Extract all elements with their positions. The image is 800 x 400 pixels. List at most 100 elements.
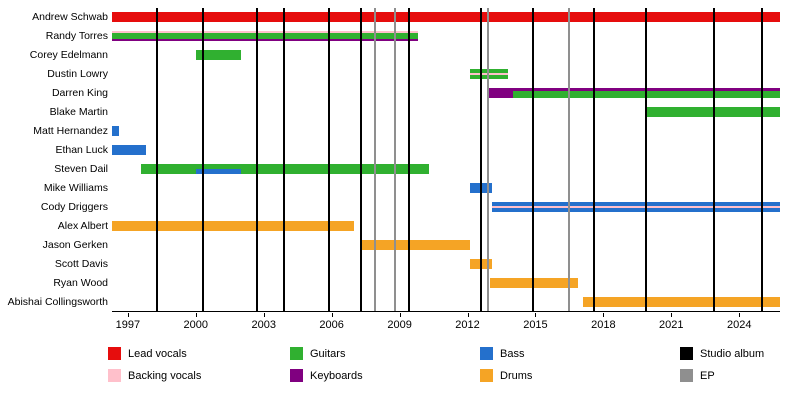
studio-album-line bbox=[360, 8, 363, 311]
x-tick-label: 2015 bbox=[523, 319, 548, 331]
member-label: Darren King bbox=[51, 87, 108, 99]
ep-line bbox=[486, 8, 489, 311]
legend-label: Drums bbox=[500, 369, 533, 382]
legend-column: Guitars Keyboards bbox=[290, 347, 363, 382]
lead-vocals-stripe bbox=[112, 12, 780, 22]
x-tick bbox=[671, 313, 673, 317]
plot-area bbox=[112, 8, 780, 312]
timeline-bar bbox=[112, 221, 355, 231]
x-tick-label: 2018 bbox=[591, 319, 616, 331]
x-tick-label: 2006 bbox=[319, 319, 344, 331]
legend-label: Guitars bbox=[310, 347, 346, 360]
drums-stripe bbox=[582, 297, 780, 307]
x-tick-label: 2009 bbox=[387, 319, 412, 331]
legend-item: Drums bbox=[480, 369, 532, 382]
studio-album-line bbox=[760, 8, 763, 311]
bass-stripe bbox=[112, 145, 146, 155]
member-label: Steven Dail bbox=[54, 163, 108, 175]
studio-album-line bbox=[713, 8, 716, 311]
keyboards-stripe bbox=[487, 88, 513, 98]
keyboards-swatch bbox=[290, 369, 303, 382]
timeline-bar bbox=[195, 164, 242, 174]
keyboards-stripe bbox=[112, 39, 418, 41]
guitars-stripe bbox=[141, 164, 196, 174]
studio-album-line bbox=[255, 8, 258, 311]
x-tick-label: 2024 bbox=[726, 319, 752, 331]
timeline-bar bbox=[141, 164, 196, 174]
legend: Lead vocals Backing vocals Guitars Keyboard… bbox=[0, 347, 800, 397]
member-label: Ryan Wood bbox=[53, 277, 108, 289]
studio-album-line bbox=[593, 8, 596, 311]
timeline-bar bbox=[112, 145, 146, 155]
timeline-bar bbox=[241, 164, 429, 174]
timeline-bar bbox=[112, 31, 418, 41]
backing-vocals-stripe bbox=[492, 206, 780, 208]
timeline-bar bbox=[490, 278, 579, 288]
member-label: Cody Driggers bbox=[40, 201, 108, 213]
legend-label: Lead vocals bbox=[128, 347, 187, 360]
guitars-stripe bbox=[112, 33, 418, 39]
timeline-bar bbox=[112, 126, 119, 136]
guitars-stripe bbox=[469, 75, 509, 79]
legend-label: Bass bbox=[500, 347, 525, 360]
legend-column: Studio album EP bbox=[680, 347, 764, 382]
x-tick bbox=[127, 313, 129, 317]
legend-item: EP bbox=[680, 369, 764, 382]
legend-item: Guitars bbox=[290, 347, 363, 360]
member-label: Ethan Luck bbox=[55, 144, 108, 156]
x-tick-label: 1997 bbox=[115, 319, 141, 331]
bass-stripe bbox=[112, 126, 119, 136]
legend-item: Keyboards bbox=[290, 369, 363, 382]
x-tick bbox=[399, 313, 401, 317]
studio-album-line bbox=[283, 8, 286, 311]
legend-label: Keyboards bbox=[310, 369, 363, 382]
studio-album-line bbox=[532, 8, 535, 311]
timeline-bar bbox=[112, 12, 780, 22]
x-tick-label: 2021 bbox=[659, 319, 684, 331]
member-label: Alex Albert bbox=[57, 220, 108, 232]
legend-item: Backing vocals bbox=[108, 369, 201, 382]
timeline-bar bbox=[469, 69, 509, 79]
x-tick-label: 2012 bbox=[455, 319, 480, 331]
member-label: Dustin Lowry bbox=[47, 68, 108, 80]
drums-stripe bbox=[112, 221, 355, 231]
member-label: Mike Williams bbox=[43, 182, 108, 194]
member-labels: Andrew Schwab Randy Torres Corey Edelmann D… bbox=[0, 8, 108, 312]
legend-column: Lead vocals Backing vocals bbox=[108, 347, 201, 382]
guitars-stripe bbox=[646, 107, 780, 117]
backing-vocals-stripe bbox=[469, 73, 509, 75]
x-tick bbox=[195, 313, 197, 317]
backing-vocals-swatch bbox=[108, 369, 121, 382]
x-tick-label: 2000 bbox=[183, 319, 209, 331]
ep-swatch bbox=[680, 369, 693, 382]
bass-stripe bbox=[492, 202, 780, 206]
legend-item: Bass bbox=[480, 347, 532, 360]
ep-line bbox=[373, 8, 376, 311]
studio-album-line bbox=[480, 8, 483, 311]
x-tick bbox=[467, 313, 469, 317]
studio-album-line bbox=[201, 8, 204, 311]
guitars-stripe bbox=[469, 69, 509, 73]
member-label: Matt Hernandez bbox=[33, 125, 108, 137]
x-tick bbox=[535, 313, 537, 317]
legend-item: Studio album bbox=[680, 347, 764, 360]
x-tick bbox=[603, 313, 605, 317]
studio-album-line bbox=[156, 8, 159, 311]
member-label: Andrew Schwab bbox=[32, 11, 108, 23]
member-label: Randy Torres bbox=[45, 30, 108, 42]
bass-stripe bbox=[195, 169, 242, 174]
legend-item: Lead vocals bbox=[108, 347, 201, 360]
studio-album-swatch bbox=[680, 347, 693, 360]
bass-swatch bbox=[480, 347, 493, 360]
legend-label: EP bbox=[700, 369, 715, 382]
timeline-bar bbox=[492, 202, 780, 212]
timeline-bar bbox=[195, 50, 242, 60]
timeline-bar bbox=[646, 107, 780, 117]
bass-stripe bbox=[492, 208, 780, 212]
drums-stripe bbox=[490, 278, 579, 288]
guitars-stripe bbox=[195, 50, 242, 60]
x-axis: 1997 2000 2003 2006 2009 2012 2015 2018 2021 2024 bbox=[112, 313, 780, 337]
studio-album-line bbox=[407, 8, 410, 311]
guitars-swatch bbox=[290, 347, 303, 360]
